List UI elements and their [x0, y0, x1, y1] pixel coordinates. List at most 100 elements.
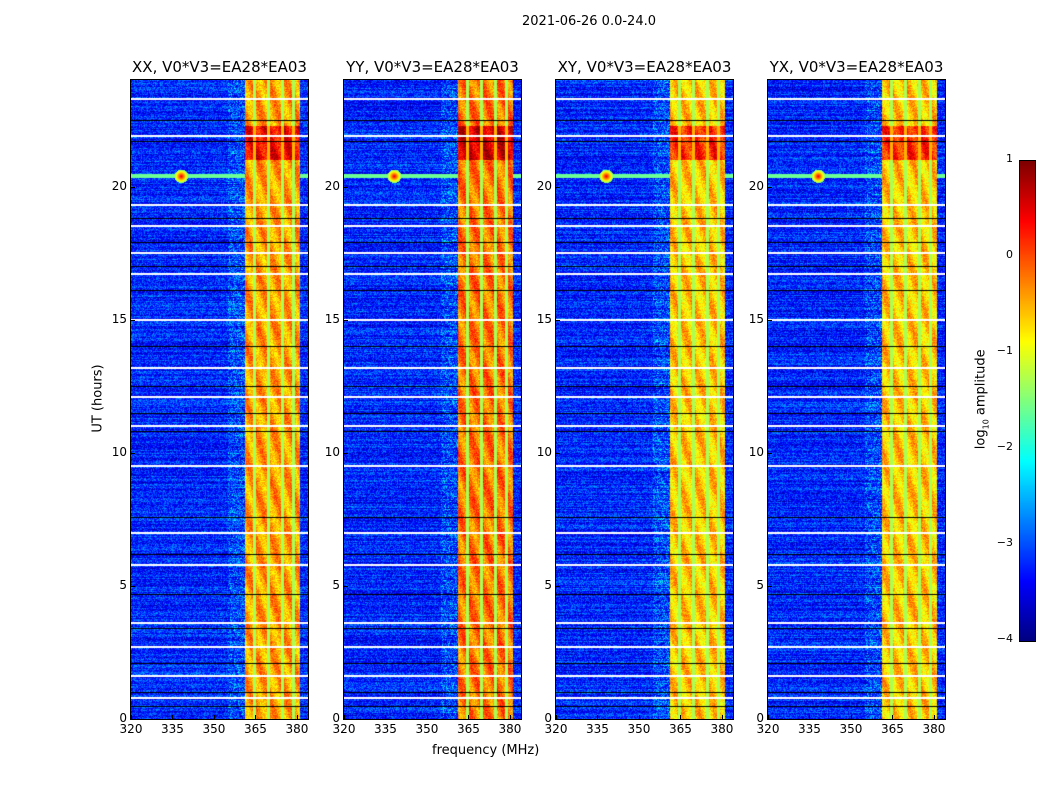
colorbar-gradient	[1020, 161, 1035, 641]
spectrogram-heatmap	[768, 80, 945, 719]
x-tick-mark	[296, 715, 298, 719]
y-tick-label: 20	[111, 178, 127, 193]
y-tick-label: 15	[324, 311, 340, 326]
y-tick-mark	[768, 585, 772, 587]
spectrogram-panel	[767, 79, 946, 720]
x-tick-mark	[344, 715, 345, 719]
x-tick-label: 350	[627, 722, 651, 736]
spectrogram-heatmap	[131, 80, 308, 719]
y-tick-label: 0	[544, 711, 552, 725]
x-tick-label: 380	[498, 722, 522, 736]
x-tick-mark	[597, 715, 599, 719]
colorbar-tick-label: −3	[996, 536, 1013, 549]
y-tick-mark	[768, 719, 772, 720]
y-tick-mark	[131, 319, 135, 321]
y-tick-label: 5	[544, 577, 552, 592]
y-tick-label: 0	[119, 711, 127, 725]
y-tick-mark	[131, 719, 135, 720]
y-tick-mark	[344, 186, 348, 188]
y-tick-label: 5	[756, 577, 764, 592]
panel-title: YY, V0*V3=EA28*EA03	[346, 58, 519, 76]
colorbar-tick-label: 0	[1006, 248, 1013, 261]
x-tick-mark	[172, 715, 174, 719]
colorbar-tick-label: −4	[996, 632, 1013, 645]
y-tick-mark	[344, 319, 348, 321]
y-tick-label: 10	[111, 444, 127, 459]
y-tick-label: 20	[324, 178, 340, 193]
y-tick-label: 10	[536, 444, 552, 459]
x-tick-mark	[385, 715, 387, 719]
x-tick-mark	[213, 715, 215, 719]
x-tick-mark	[638, 715, 640, 719]
y-tick-mark	[556, 319, 560, 321]
figure-title: 2021-06-26 0.0-24.0	[522, 14, 656, 29]
y-tick-mark	[768, 452, 772, 454]
x-tick-label: 350	[839, 722, 863, 736]
x-tick-label: 365	[669, 722, 692, 736]
panel-title: XY, V0*V3=EA28*EA03	[557, 58, 732, 76]
y-tick-label: 10	[748, 444, 764, 459]
x-tick-mark	[680, 715, 682, 719]
y-tick-mark	[344, 585, 348, 587]
x-tick-mark	[721, 715, 723, 719]
y-tick-mark	[556, 186, 560, 188]
x-tick-mark	[509, 715, 511, 719]
x-tick-label: 335	[586, 722, 609, 736]
y-tick-mark	[131, 585, 135, 587]
x-tick-label: 380	[710, 722, 734, 736]
x-tick-label: 365	[244, 722, 267, 736]
x-tick-mark	[892, 715, 894, 719]
x-tick-mark	[850, 715, 852, 719]
y-tick-mark	[344, 452, 348, 454]
x-tick-label: 350	[415, 722, 439, 736]
y-tick-label: 15	[748, 311, 764, 326]
colorbar-tick-label: 1	[1006, 152, 1013, 165]
colorbar	[1019, 160, 1036, 642]
x-tick-label: 350	[202, 722, 226, 736]
x-tick-label: 335	[374, 722, 397, 736]
x-tick-label: 365	[457, 722, 480, 736]
spectrogram-panel	[555, 79, 734, 720]
y-tick-label: 0	[756, 711, 764, 725]
y-tick-mark	[556, 452, 560, 454]
spectrogram-panel	[130, 79, 309, 720]
spectrogram-heatmap	[344, 80, 521, 719]
x-tick-mark	[426, 715, 428, 719]
panel-title: XX, V0*V3=EA28*EA03	[132, 58, 307, 76]
x-tick-label: 335	[798, 722, 821, 736]
x-tick-label: 320	[544, 722, 568, 736]
y-tick-label: 15	[111, 311, 127, 326]
colorbar-tick-label: −1	[996, 344, 1013, 357]
y-tick-mark	[556, 719, 560, 720]
y-tick-mark	[344, 719, 348, 720]
y-tick-mark	[768, 186, 772, 188]
x-tick-label: 335	[161, 722, 184, 736]
x-tick-mark	[131, 715, 132, 719]
x-tick-label: 380	[285, 722, 309, 736]
x-tick-mark	[468, 715, 470, 719]
x-tick-label: 380	[922, 722, 946, 736]
y-tick-mark	[768, 319, 772, 321]
y-tick-label: 0	[332, 711, 340, 725]
x-axis-label: frequency (MHz)	[432, 743, 540, 758]
x-tick-label: 320	[756, 722, 780, 736]
x-tick-label: 365	[881, 722, 904, 736]
spectrogram-panel	[343, 79, 522, 720]
x-tick-mark	[255, 715, 257, 719]
x-tick-mark	[768, 715, 769, 719]
spectrogram-heatmap	[556, 80, 733, 719]
x-tick-mark	[556, 715, 557, 719]
y-tick-label: 15	[536, 311, 552, 326]
y-axis-label: UT (hours)	[90, 364, 106, 433]
y-tick-label: 20	[748, 178, 764, 193]
x-tick-label: 320	[332, 722, 356, 736]
x-tick-mark	[809, 715, 811, 719]
y-tick-label: 5	[332, 577, 340, 592]
y-tick-mark	[131, 186, 135, 188]
x-tick-mark	[933, 715, 935, 719]
panel-title: YX, V0*V3=EA28*EA03	[769, 58, 944, 76]
y-tick-mark	[131, 452, 135, 454]
y-tick-label: 5	[119, 577, 127, 592]
colorbar-tick-label: −2	[996, 440, 1013, 453]
